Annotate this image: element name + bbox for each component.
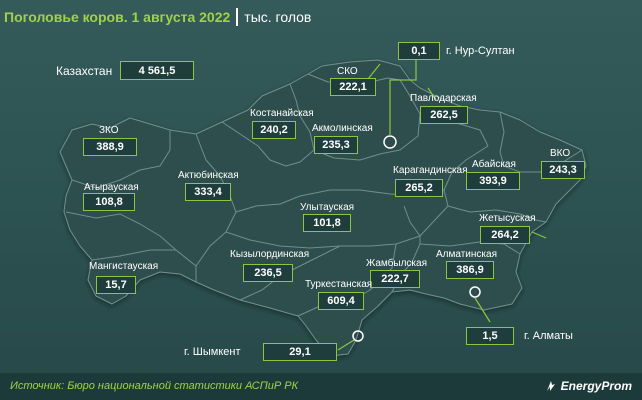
zhambyl-name: Жамбылская [366, 258, 427, 269]
kyzylorda-value: 236,5 [243, 264, 293, 282]
atyrau-value: 108,8 [83, 193, 135, 211]
almaty-region-value: 386,9 [446, 261, 494, 279]
ulytau-value: 101,8 [303, 214, 351, 232]
zko-value: 388,9 [83, 138, 137, 156]
vko-name: ВКО [550, 148, 571, 159]
astana-leader [389, 60, 417, 136]
kostanay-name: Костанайская [250, 108, 314, 119]
zhetysu-value: 264,2 [480, 226, 530, 244]
abay-value: 393,9 [466, 172, 520, 190]
border-kostanay-south [221, 121, 315, 167]
abay-name: Абайская [472, 159, 516, 170]
border-mangystau [91, 249, 197, 282]
karaganda-value: 265,2 [395, 179, 443, 197]
ulytau-name: Улытауская [300, 202, 355, 213]
shymkent-value: 29,1 [263, 343, 337, 361]
title-bar: Поголовье коров. 1 августа 2022 тыс. гол… [4, 4, 311, 30]
pavlodar-value: 262,5 [420, 106, 468, 124]
sko-name: СКО [337, 66, 358, 77]
shymkent-marker [352, 330, 364, 342]
border-karaganda-abay [443, 145, 547, 223]
mangystau-name: Мангистауская [89, 261, 159, 272]
zko-name: ЗКО [99, 125, 119, 136]
zhetysu-leader [531, 231, 547, 239]
border-atyrau [65, 211, 177, 251]
brand-name: EnergyProm [560, 379, 632, 393]
astana-name: г. Нур-Султан [446, 45, 515, 57]
turkestan-value: 609,4 [318, 292, 364, 310]
turkestan-name: Туркестанская [305, 279, 373, 290]
border-kostanay-akmola [289, 83, 315, 151]
almaty-marker [469, 286, 481, 298]
country-total-label: Казахстан [56, 64, 113, 78]
sko-value: 222,1 [330, 78, 376, 96]
border-akmola-karaganda [313, 79, 421, 161]
shymkent-leader [337, 339, 355, 351]
chart-unit: тыс. голов [244, 9, 312, 25]
border-karaganda-balkhash [403, 205, 421, 237]
pavlodar-leader [427, 87, 437, 101]
almaty-city-name: г. Алматы [524, 330, 573, 342]
chart-title: Поголовье коров. 1 августа 2022 [4, 9, 231, 25]
energyprom-logo-icon [546, 381, 555, 391]
shymkent-name: г. Шымкент [184, 346, 241, 358]
vko-value: 243,3 [541, 161, 585, 179]
almaty-city-value: 1,5 [466, 327, 514, 345]
footer: Источник: Бюро национальной статистики А… [0, 373, 642, 400]
border-zko [71, 130, 171, 189]
almaty-leader [474, 297, 491, 323]
zhetysu-name: Жетысуская [479, 213, 536, 224]
source-note: Источник: Бюро национальной статистики А… [10, 380, 299, 392]
mangystau-value: 15,7 [96, 276, 136, 294]
kostanay-value: 240,2 [252, 121, 296, 139]
country-total-value: 4 561,5 [120, 61, 194, 80]
title-separator [236, 8, 239, 26]
almaty-region-name: Алматинская [436, 249, 497, 260]
aktobe-value: 333,4 [185, 183, 231, 201]
karaganda-name: Карагандинская [393, 165, 468, 176]
border-aktobe-east [195, 133, 237, 267]
akmola-value: 235,3 [314, 136, 358, 154]
astana-value: 0,1 [398, 42, 440, 60]
aktobe-name: Актюбинская [178, 170, 239, 181]
atyrau-name: Атырауская [84, 182, 139, 193]
akmola-name: Акмолинская [312, 123, 373, 134]
pavlodar-name: Павлодарская [410, 93, 477, 104]
kyzylorda-name: Кызылординская [230, 249, 310, 260]
zhambyl-value: 222,7 [370, 270, 420, 288]
brand: EnergyProm [545, 379, 632, 393]
